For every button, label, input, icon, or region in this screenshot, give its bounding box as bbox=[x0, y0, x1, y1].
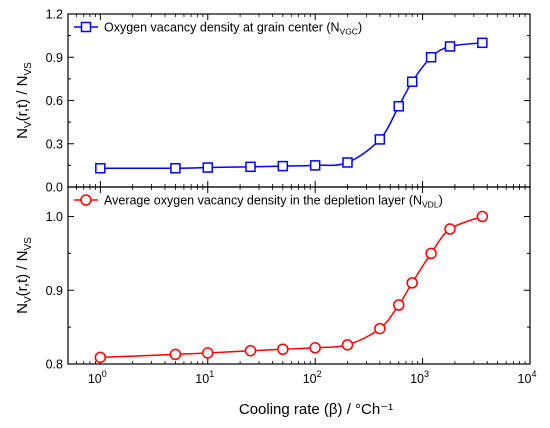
x-tick-label: 101 bbox=[195, 369, 214, 386]
y-axis-label: NV(r,t) / NVS bbox=[14, 62, 34, 139]
x-tick-label: 104 bbox=[518, 369, 537, 386]
y-label-sub2: VS bbox=[23, 62, 34, 76]
y-tick-label: 0.8 bbox=[46, 358, 63, 372]
x-tick-label: 103 bbox=[410, 369, 429, 386]
data-point-circle bbox=[244, 344, 257, 357]
legend-close: ) bbox=[439, 194, 443, 208]
data-point-circle bbox=[94, 351, 107, 364]
data-point-square bbox=[425, 52, 437, 63]
y-tick-label: 0.3 bbox=[46, 137, 63, 151]
x-tick-label: 102 bbox=[303, 369, 322, 386]
legend-sub: VGC bbox=[340, 27, 358, 37]
data-point-circle bbox=[374, 322, 386, 335]
y-label-n: N bbox=[14, 128, 31, 139]
x-tick-exp: 1 bbox=[209, 369, 214, 379]
data-point-square bbox=[277, 160, 289, 172]
y-tick-label: 0.6 bbox=[46, 94, 63, 108]
legend-label: Average oxygen vacancy density in the de… bbox=[104, 194, 443, 210]
data-point-circle bbox=[169, 348, 182, 361]
series-line-circle bbox=[100, 215, 483, 359]
data-point-square bbox=[170, 163, 181, 174]
y-label-sub1: V bbox=[23, 296, 34, 303]
x-tick-base: 10 bbox=[88, 372, 102, 386]
x-tick-base: 10 bbox=[410, 372, 424, 386]
y-axis-label: NV(r,t) / NVS bbox=[14, 237, 34, 314]
data-point-square bbox=[309, 160, 321, 171]
data-point-square bbox=[406, 76, 418, 88]
data-point-circle bbox=[202, 347, 214, 359]
x-tick-exp: 2 bbox=[317, 369, 322, 379]
data-point-circle bbox=[425, 247, 437, 260]
legend-close: ) bbox=[358, 21, 362, 35]
data-point-circle bbox=[476, 210, 489, 223]
legend-marker-square bbox=[80, 21, 92, 33]
plot-frame-1 bbox=[67, 13, 531, 188]
legend-main: Oxygen vacancy density at grain center (… bbox=[104, 21, 340, 35]
y-tick-label: 0.9 bbox=[46, 284, 63, 298]
y-label-mid: (r,t) / N bbox=[14, 251, 31, 297]
x-tick-exp: 4 bbox=[531, 369, 536, 379]
y-tick-label: 0.9 bbox=[46, 51, 63, 65]
data-point-square bbox=[245, 161, 256, 173]
x-tick-base: 10 bbox=[303, 372, 317, 386]
y-tick-label: 1.0 bbox=[46, 210, 63, 224]
data-point-square bbox=[202, 162, 214, 173]
legend-label: Oxygen vacancy density at grain center (… bbox=[104, 21, 362, 37]
data-point-circle bbox=[309, 342, 321, 354]
data-point-square bbox=[342, 157, 353, 168]
legend-main: Average oxygen vacancy density in the de… bbox=[104, 194, 422, 208]
legend-sub: VDL bbox=[422, 200, 439, 210]
data-point-square bbox=[95, 163, 106, 174]
x-axis-label: Cooling rate (β) / °Ch⁻¹ bbox=[239, 401, 393, 418]
y-label-sub2: VS bbox=[23, 237, 34, 251]
data-point-square bbox=[374, 134, 386, 145]
x-tick-base: 10 bbox=[518, 372, 532, 386]
series-line-square bbox=[100, 42, 483, 170]
legend-marker-circle bbox=[80, 194, 92, 206]
y-tick-label: 1.2 bbox=[46, 8, 63, 22]
data-point-circle bbox=[341, 339, 354, 351]
y-tick-label: 0.0 bbox=[46, 181, 63, 195]
x-tick-base: 10 bbox=[195, 372, 209, 386]
data-point-square bbox=[444, 41, 456, 52]
y-label-sub1: V bbox=[23, 121, 34, 128]
data-point-circle bbox=[277, 343, 289, 355]
data-point-square bbox=[393, 101, 405, 112]
y-label-n: N bbox=[14, 303, 31, 314]
x-tick-exp: 0 bbox=[102, 369, 107, 379]
plot-frame-2 bbox=[67, 186, 531, 365]
y-label-mid: (r,t) / N bbox=[14, 76, 31, 122]
data-point-circle bbox=[393, 299, 405, 311]
data-point-circle bbox=[444, 223, 456, 235]
x-tick-exp: 3 bbox=[424, 369, 429, 379]
x-tick-label: 100 bbox=[88, 369, 107, 386]
data-point-circle bbox=[406, 277, 418, 289]
data-point-square bbox=[477, 37, 488, 49]
